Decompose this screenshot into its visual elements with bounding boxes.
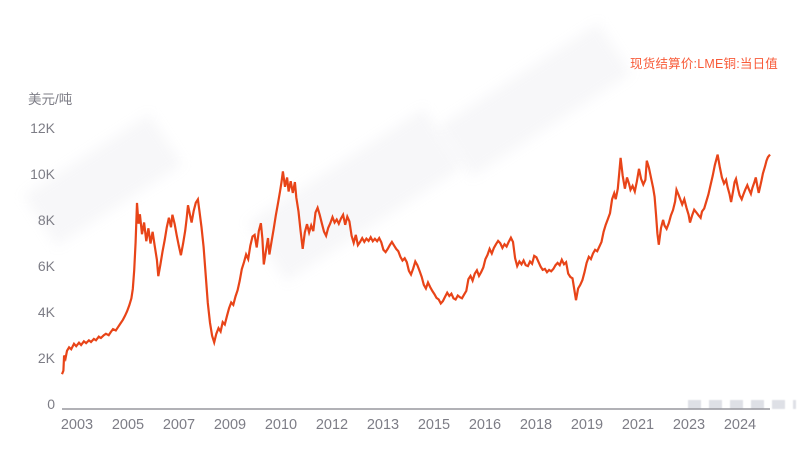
x-axis-tick-label: 2012: [315, 417, 349, 433]
price-series-line: [60, 153, 771, 375]
x-axis-tick-labels: 2003 2005 2007 2009 2010 2012 2013 2015 2016 2018…: [0, 416, 800, 438]
x-axis-tick-label: 2016: [468, 417, 502, 433]
y-axis-tick-label: 4K: [37, 304, 55, 320]
y-axis-tick-labels: 12K 10K 8K 6K 4K 2K 0: [0, 0, 55, 456]
y-axis-tick-label: 10K: [30, 166, 55, 182]
y-axis-tick-label: 0: [47, 396, 55, 412]
x-axis-tick-label: 2005: [111, 417, 145, 433]
x-axis-tick-label: 2018: [519, 417, 553, 433]
x-axis-tick-label: 2003: [60, 417, 94, 433]
x-axis-tick-label: 2021: [621, 417, 655, 433]
x-axis-tick-label: 2010: [264, 417, 298, 433]
x-axis-tick-label: 2013: [366, 417, 400, 433]
x-axis-tick-label: 2019: [570, 417, 604, 433]
x-axis-tick-label: 2023: [672, 417, 706, 433]
y-axis-tick-label: 8K: [37, 212, 55, 228]
x-axis-tick-label: 2009: [213, 417, 247, 433]
y-axis-tick-label: 6K: [37, 258, 55, 274]
x-axis-tick-label: 2024: [723, 417, 757, 433]
y-axis-tick-label: 2K: [37, 350, 55, 366]
x-axis-tick-label: 2007: [162, 417, 196, 433]
y-axis-tick-label: 12K: [30, 120, 55, 136]
series-legend-label: 现货结算价:LME铜:当日值: [630, 57, 778, 71]
y-axis-unit-label: 美元/吨: [28, 92, 73, 107]
x-axis-tick-label: 2015: [417, 417, 451, 433]
